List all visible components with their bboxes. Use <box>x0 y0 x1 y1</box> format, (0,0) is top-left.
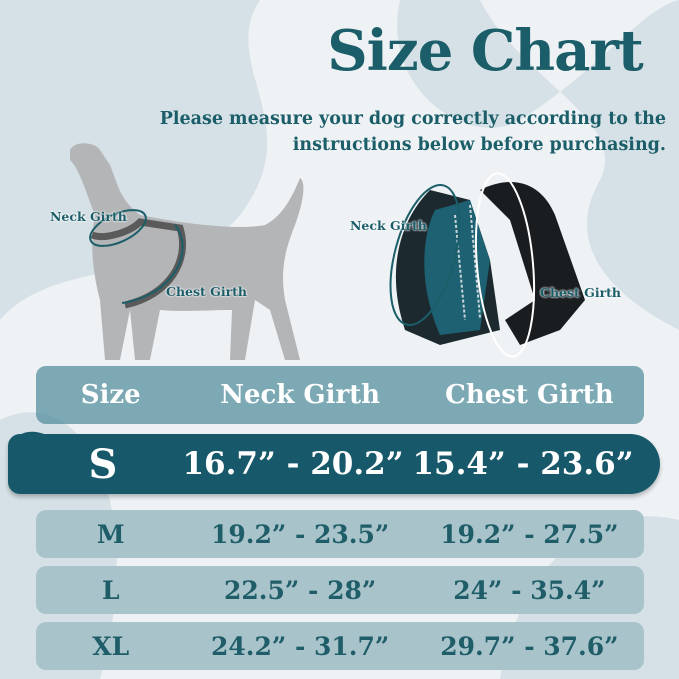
table-row-m: M 19.2” - 23.5” 19.2” - 27.5” <box>36 510 644 558</box>
dog-harness <box>90 218 187 309</box>
chest-cell: 24” - 35.4” <box>453 575 606 605</box>
size-cell: XL <box>92 631 130 661</box>
table-row-s: S 16.7” - 20.2” 15.4” - 23.6” <box>8 434 660 494</box>
size-cell: M <box>96 519 125 549</box>
table-header: Size Neck Girth Chest Girth <box>36 366 644 424</box>
chest-cell: 19.2” - 27.5” <box>440 519 619 549</box>
table-row-xl: XL 24.2” - 31.7” 29.7” - 37.6” <box>36 622 644 670</box>
header-neck: Neck Girth <box>220 380 381 410</box>
subtitle-line-2: instructions below before purchasing. <box>292 135 666 155</box>
neck-cell: 19.2” - 23.5” <box>210 519 390 549</box>
harness-chest-label: Chest Girth <box>540 285 622 300</box>
neck-cell: 16.7” - 20.2” <box>182 446 404 482</box>
dog-chest-label: Chest Girth <box>166 284 248 299</box>
harness-chest-arrow-icon <box>474 172 536 358</box>
chest-girth-arrow-icon <box>121 224 184 304</box>
dog-silhouette <box>70 143 304 360</box>
header-chest: Chest Girth <box>445 380 614 410</box>
subtitle: Please measure your dog correctly accord… <box>140 106 666 158</box>
size-cell: S <box>88 440 118 488</box>
size-cell: L <box>101 575 120 605</box>
neck-cell: 24.2” - 31.7” <box>210 631 390 661</box>
chest-cell: 29.7” - 37.6” <box>440 631 619 661</box>
harness-neck-arrow-icon <box>389 184 461 326</box>
table-row-l: L 22.5” - 28” 24” - 35.4” <box>36 566 644 614</box>
neck-cell: 22.5” - 28” <box>224 575 377 605</box>
dog-neck-label: Neck Girth <box>50 209 127 224</box>
page-title: Size Chart <box>327 18 644 84</box>
header-size: Size <box>80 380 141 410</box>
harness-neck-label: Neck Girth <box>350 218 427 233</box>
subtitle-line-1: Please measure your dog correctly accord… <box>159 109 666 129</box>
harness-image <box>395 182 585 345</box>
neck-girth-arrow-icon <box>89 209 147 247</box>
chest-cell: 15.4” - 23.6” <box>412 446 634 482</box>
illustrations <box>70 143 585 360</box>
